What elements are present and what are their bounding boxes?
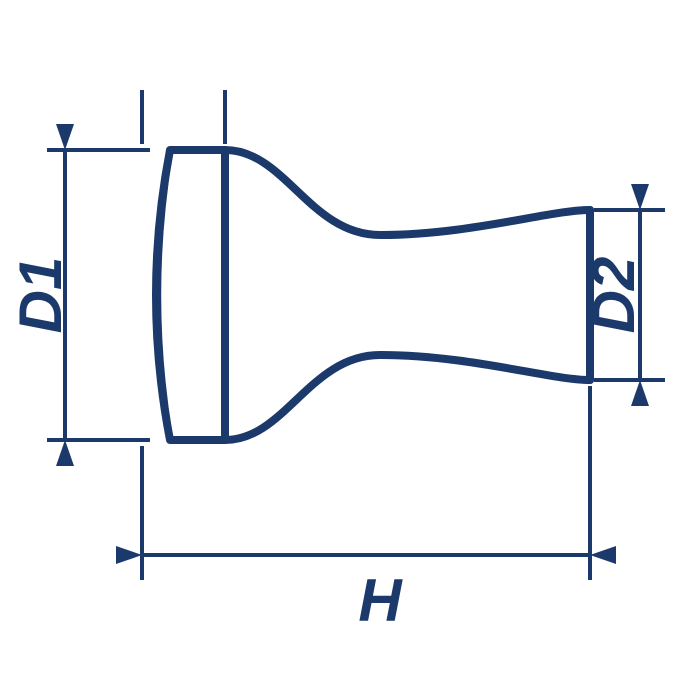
label-d1: D1: [7, 257, 74, 334]
technical-drawing: D1 D2 H: [0, 0, 700, 700]
knob-body-top: [225, 150, 590, 235]
knob-body-bottom: [225, 355, 590, 440]
label-d2: D2: [580, 257, 647, 334]
label-h: H: [358, 567, 403, 634]
